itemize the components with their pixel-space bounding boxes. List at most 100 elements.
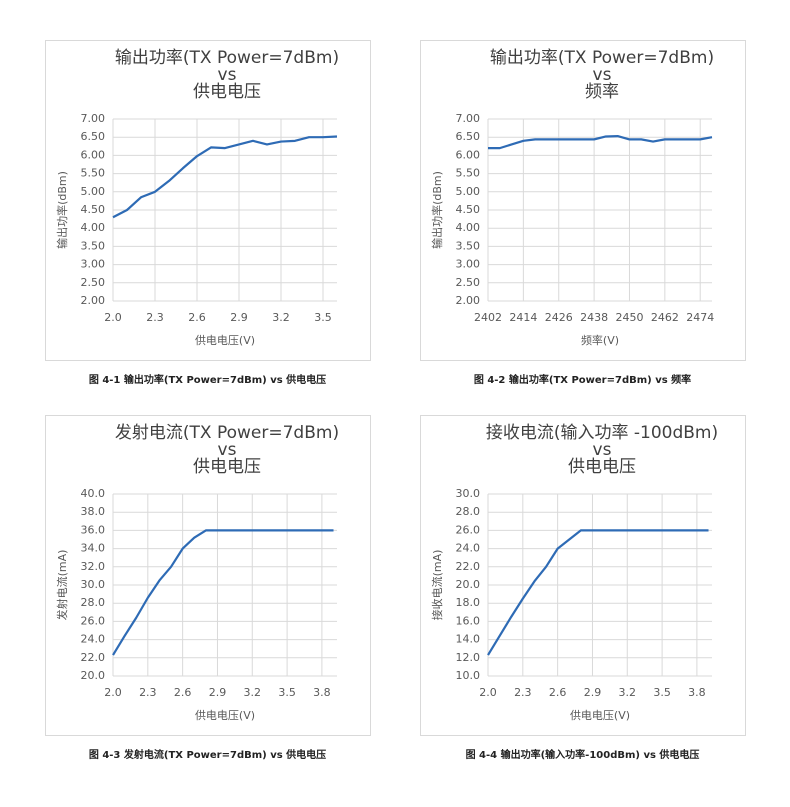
y-tick-label: 20.0: [81, 669, 106, 682]
x-tick-label: 3.5: [278, 686, 296, 699]
chart-title: 供电电压: [568, 457, 636, 477]
x-tick-label: 2402: [474, 311, 502, 324]
y-tick-label: 6.00: [81, 148, 106, 161]
x-tick-label: 3.8: [688, 686, 706, 699]
x-tick-label: 3.2: [619, 686, 637, 699]
y-tick-label: 26.0: [81, 614, 106, 627]
y-tick-label: 4.50: [81, 203, 106, 216]
chart-title: vs: [218, 65, 237, 85]
y-tick-label: 28.0: [81, 596, 106, 609]
chart-title: vs: [593, 65, 612, 85]
chart-title: 频率: [585, 82, 619, 102]
chart-border: [45, 40, 371, 361]
y-tick-label: 16.0: [456, 614, 481, 627]
y-tick-label: 30.0: [81, 578, 106, 591]
y-tick-label: 6.00: [456, 148, 481, 161]
y-tick-label: 5.00: [81, 185, 106, 198]
y-tick-label: 30.0: [456, 487, 481, 500]
x-tick-label: 2.6: [549, 686, 567, 699]
y-tick-label: 34.0: [81, 542, 106, 555]
y-tick-label: 2.00: [456, 294, 481, 307]
x-tick-label: 2.0: [479, 686, 497, 699]
y-tick-label: 26.0: [456, 523, 481, 536]
x-tick-label: 2.0: [104, 311, 122, 324]
chart-border: [420, 415, 746, 736]
y-tick-label: 10.0: [456, 669, 481, 682]
x-tick-label: 2.3: [139, 686, 157, 699]
x-axis-label: 供电电压(V): [570, 708, 630, 722]
y-tick-label: 3.00: [81, 258, 106, 271]
y-tick-label: 40.0: [81, 487, 106, 500]
x-tick-label: 3.2: [244, 686, 261, 699]
y-tick-label: 6.50: [456, 130, 481, 143]
x-tick-label: 2.9: [230, 311, 248, 324]
y-tick-label: 7.00: [81, 112, 106, 125]
x-tick-label: 2.0: [104, 686, 122, 699]
series-line: [488, 135, 713, 150]
x-tick-label: 2.9: [584, 686, 602, 699]
x-tick-label: 2414: [509, 311, 537, 324]
y-tick-label: 4.00: [456, 221, 481, 234]
x-axis-label: 供电电压(V): [195, 333, 255, 347]
x-tick-label: 3.2: [272, 311, 290, 324]
y-tick-label: 22.0: [81, 651, 106, 664]
chart-border: [420, 40, 746, 361]
y-axis-label: 接收电流(mA): [430, 550, 444, 621]
y-axis-label: 输出功率(dBm): [55, 171, 69, 249]
y-tick-label: 22.0: [456, 560, 481, 573]
chart-title: 接收电流(输入功率 -100dBm): [486, 423, 718, 443]
y-tick-label: 2.50: [81, 276, 106, 289]
y-tick-label: 28.0: [456, 505, 481, 518]
y-tick-label: 36.0: [81, 523, 106, 536]
y-tick-label: 4.50: [456, 203, 481, 216]
chart-title: 供电电压: [193, 82, 261, 102]
y-tick-label: 24.0: [456, 542, 481, 555]
chart-title: 供电电压: [193, 457, 261, 477]
x-tick-label: 3.5: [314, 311, 332, 324]
chart-title: 发射电流(TX Power=7dBm): [115, 423, 339, 443]
x-tick-label: 2426: [545, 311, 573, 324]
y-tick-label: 5.50: [81, 167, 106, 180]
x-tick-label: 2.9: [209, 686, 227, 699]
series-line: [487, 529, 709, 656]
series-line: [112, 529, 334, 656]
y-tick-label: 12.0: [456, 651, 481, 664]
y-tick-label: 20.0: [456, 578, 481, 591]
y-tick-label: 3.50: [456, 239, 481, 252]
y-axis-label: 发射电流(mA): [55, 550, 69, 621]
y-axis-label: 输出功率(dBm): [430, 171, 444, 249]
x-tick-label: 2.3: [146, 311, 164, 324]
figure-caption: 图 4-3 发射电流(TX Power=7dBm) vs 供电电压: [89, 748, 326, 761]
chart-title: 输出功率(TX Power=7dBm): [490, 48, 714, 68]
x-tick-label: 2.6: [188, 311, 206, 324]
y-tick-label: 4.00: [81, 221, 106, 234]
x-tick-label: 2474: [686, 311, 714, 324]
chart-border: [45, 415, 371, 736]
x-tick-label: 2438: [580, 311, 608, 324]
chart-title: vs: [218, 440, 237, 460]
y-tick-label: 24.0: [81, 633, 106, 646]
figure-caption: 图 4-4 输出功率(输入功率-100dBm) vs 供电电压: [466, 748, 700, 761]
y-tick-label: 38.0: [81, 505, 106, 518]
chart-title: 输出功率(TX Power=7dBm): [115, 48, 339, 68]
y-tick-label: 18.0: [456, 596, 481, 609]
y-tick-label: 3.50: [81, 239, 106, 252]
x-axis-label: 供电电压(V): [195, 708, 255, 722]
x-tick-label: 2.6: [174, 686, 192, 699]
y-tick-label: 6.50: [81, 130, 106, 143]
x-tick-label: 2450: [615, 311, 643, 324]
chart-title: vs: [593, 440, 612, 460]
series-line: [112, 135, 338, 219]
y-tick-label: 32.0: [81, 560, 106, 573]
x-tick-label: 2462: [651, 311, 679, 324]
y-tick-label: 14.0: [456, 633, 481, 646]
figure-caption: 图 4-2 输出功率(TX Power=7dBm) vs 频率: [474, 373, 691, 386]
x-axis-label: 频率(V): [581, 333, 619, 347]
x-tick-label: 3.8: [313, 686, 331, 699]
y-tick-label: 5.50: [456, 167, 481, 180]
